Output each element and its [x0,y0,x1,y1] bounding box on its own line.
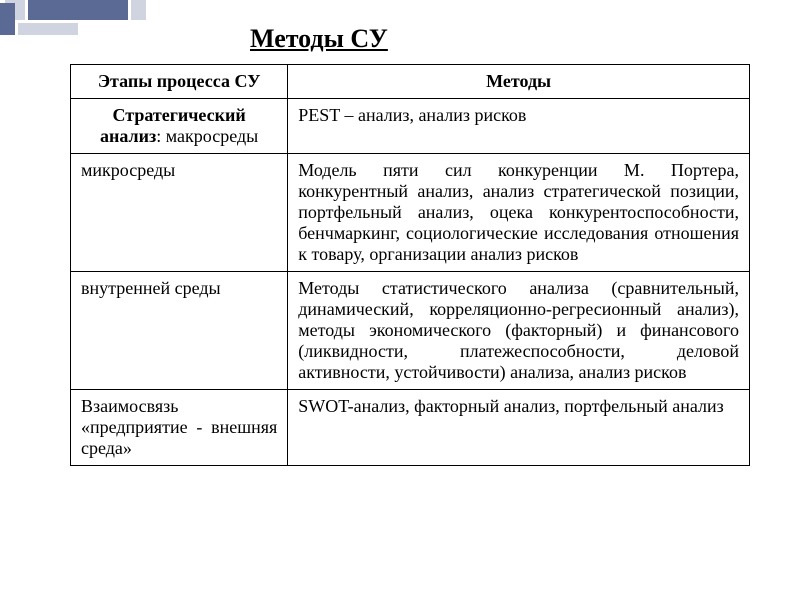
stage-cell: микросреды [71,154,288,272]
stage-rest: : макросреды [156,126,258,146]
stage-cell: Взаимосвязь «предприятие - внешняя среда… [71,390,288,466]
stage-line1: Взаимосвязь [81,396,277,417]
methods-table: Этапы процесса СУ Методы Стратегический … [70,64,750,466]
slide-content: Методы СУ Этапы процесса СУ Методы Страт… [0,0,800,486]
header-stages: Этапы процесса СУ [71,65,288,99]
table-row: Стратегический анализ: макросреды PEST –… [71,99,750,154]
methods-cell: PEST – анализ, анализ рисков [288,99,750,154]
table-header-row: Этапы процесса СУ Методы [71,65,750,99]
table-row: внутренней среды Методы статистического … [71,272,750,390]
table-row: микросреды Модель пяти сил конкуренции М… [71,154,750,272]
methods-cell: SWOT-анализ, факторный анализ, портфельн… [288,390,750,466]
table-row: Взаимосвязь «предприятие - внешняя среда… [71,390,750,466]
header-methods: Методы [288,65,750,99]
stage-cell: внутренней среды [71,272,288,390]
stage-line2: «предприятие - внешняя среда» [81,417,277,459]
corner-decoration [0,0,180,40]
stage-cell: Стратегический анализ: макросреды [71,99,288,154]
methods-cell: Методы статистического анализа (сравните… [288,272,750,390]
methods-cell: Модель пяти сил конкуренции М. Портера, … [288,154,750,272]
slide-title: Методы СУ [250,24,750,54]
